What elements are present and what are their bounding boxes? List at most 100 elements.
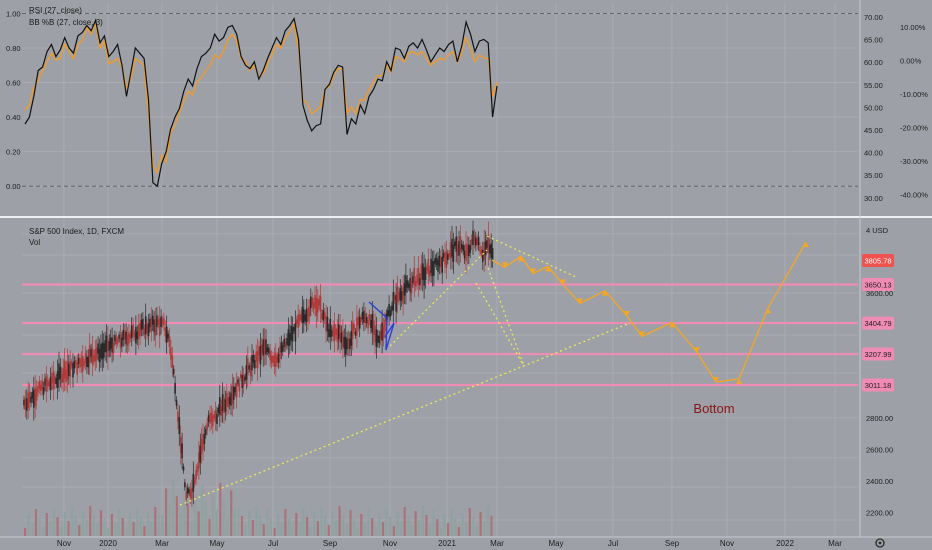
time-axis: Nov 2020 Mar May Jul Sep Nov 2021 Mar May Jul Sep No… <box>57 539 842 548</box>
volume-bar-91 <box>353 519 356 536</box>
volume-bar-98 <box>378 513 381 536</box>
projection-arrow-4 <box>545 266 551 272</box>
candle-body-24-1 <box>158 318 161 336</box>
candle-body-37-1 <box>231 386 234 404</box>
candle-body-55-0 <box>330 329 333 337</box>
candle-body-23-0 <box>151 315 154 325</box>
candle-body-64-2 <box>384 319 386 331</box>
candle-body-78-3 <box>463 250 466 259</box>
volume-bar-120 <box>457 527 460 536</box>
time-tick-9: May <box>548 539 563 548</box>
candle-body-80-2 <box>473 234 476 243</box>
candle-body-25-1 <box>164 327 167 337</box>
time-tick-8: Mar <box>490 539 504 548</box>
rsi-legend[interactable]: RSI (27, close) <box>29 6 82 15</box>
projection-arrow-13 <box>736 378 742 384</box>
volume-bar-117 <box>447 523 450 536</box>
volume-bar-93 <box>360 514 363 536</box>
price-legend[interactable]: S&P 500 Index, 1D, FXCM <box>29 227 124 236</box>
volume-bar-92 <box>356 528 359 536</box>
candle-body-76-3 <box>452 244 455 262</box>
rsi-mid-tick-3: 55.00 <box>864 81 883 90</box>
candle-body-74-3 <box>441 256 443 273</box>
candle-body-34-1 <box>214 410 217 423</box>
candle-body-71-2 <box>423 267 425 286</box>
candle-body-35-3 <box>223 397 225 414</box>
candle-body-0-3 <box>27 392 29 409</box>
candle-body-5-3 <box>55 378 57 384</box>
candle-body-74-1 <box>438 255 441 267</box>
candle-body-17-2 <box>121 337 123 347</box>
candle-body-20-3 <box>139 322 141 336</box>
candle-body-32-3 <box>206 422 208 431</box>
candle-body-7-3 <box>66 361 69 380</box>
candle-body-65-2 <box>389 310 392 317</box>
volume-bar-16 <box>81 511 84 536</box>
candle-body-81-0 <box>476 238 478 245</box>
volume-bar-32 <box>139 517 142 536</box>
candle-body-70-3 <box>419 278 421 286</box>
volume-bar-72 <box>284 509 287 536</box>
volume-bar-50 <box>204 501 207 536</box>
rsi-pane[interactable]: RSI (27, close) BB %B (27, close, 3) 1.0… <box>6 3 928 215</box>
volume-bar-46 <box>190 520 193 536</box>
candle-body-60-1 <box>360 317 362 322</box>
candle-body-75-2 <box>445 251 448 268</box>
candle-body-18-0 <box>123 330 126 340</box>
price-tick-0: 3600.00 <box>866 289 893 298</box>
candle-body-13-1 <box>97 343 99 354</box>
trend-line-0 <box>179 322 631 506</box>
candle-body-33-2 <box>210 412 213 423</box>
candle-body-46-1 <box>282 345 284 352</box>
candle-body-15-0 <box>107 338 109 358</box>
candle-body-50-0 <box>303 309 305 324</box>
candle-body-45-1 <box>276 356 278 363</box>
candle-body-76-1 <box>449 242 452 259</box>
projection-arrow-8 <box>624 310 630 316</box>
trend-line-2 <box>486 235 579 279</box>
volume-bar-1 <box>27 514 30 536</box>
candle-body-45-3 <box>279 346 281 359</box>
candle-body-4-3 <box>49 376 52 391</box>
candle-body-2-1 <box>35 388 38 401</box>
volume-bar-108 <box>414 511 417 536</box>
settings-icon[interactable] <box>875 538 885 548</box>
candle-body-44-3 <box>273 355 276 367</box>
volume-bar-8 <box>52 508 56 536</box>
volume-bar-113 <box>432 510 435 536</box>
candle-body-21-2 <box>143 328 146 335</box>
candle-body-12-2 <box>93 354 95 362</box>
candle-body-60-2 <box>361 312 364 320</box>
rsi-mid-tick-2: 60.00 <box>864 58 883 67</box>
candle-body-31-1 <box>198 452 200 469</box>
candle-body-49-1 <box>298 314 301 322</box>
candle-body-16-0 <box>112 342 115 354</box>
candle-body-64-0 <box>381 322 383 341</box>
candle-body-78-2 <box>462 245 464 252</box>
candle-body-74-0 <box>437 259 439 272</box>
volume-bar-88 <box>342 515 345 536</box>
candle-body-39-3 <box>245 365 248 380</box>
candle-body-38-1 <box>237 379 239 384</box>
candle-body-81-3 <box>480 249 483 255</box>
candle-body-3-2 <box>42 387 45 395</box>
projection-arrow-7 <box>602 290 608 296</box>
projection-arrow-3 <box>530 268 536 274</box>
volume-bar-128 <box>486 507 489 536</box>
volume-bar-26 <box>118 509 121 536</box>
candle-body-30-2 <box>193 478 196 484</box>
candle-body-3-1 <box>41 380 43 390</box>
candle-body-14-0 <box>101 342 104 360</box>
candle-body-15-2 <box>109 337 112 349</box>
candle-body-8-2 <box>70 362 73 367</box>
volume-bar-110 <box>421 506 424 536</box>
candle-body-2-2 <box>37 385 39 393</box>
price-pane[interactable]: Bottom S&P 500 Index, 1D, FXCM Vol 4 USD… <box>22 220 894 537</box>
volume-legend[interactable]: Vol <box>29 238 40 247</box>
candle-body-58-2 <box>350 330 353 346</box>
candle-body-76-0 <box>448 252 450 257</box>
bb-legend[interactable]: BB %B (27, close, 3) <box>29 18 103 27</box>
candle-body-59-3 <box>357 316 360 326</box>
volume-bar-122 <box>465 522 468 536</box>
